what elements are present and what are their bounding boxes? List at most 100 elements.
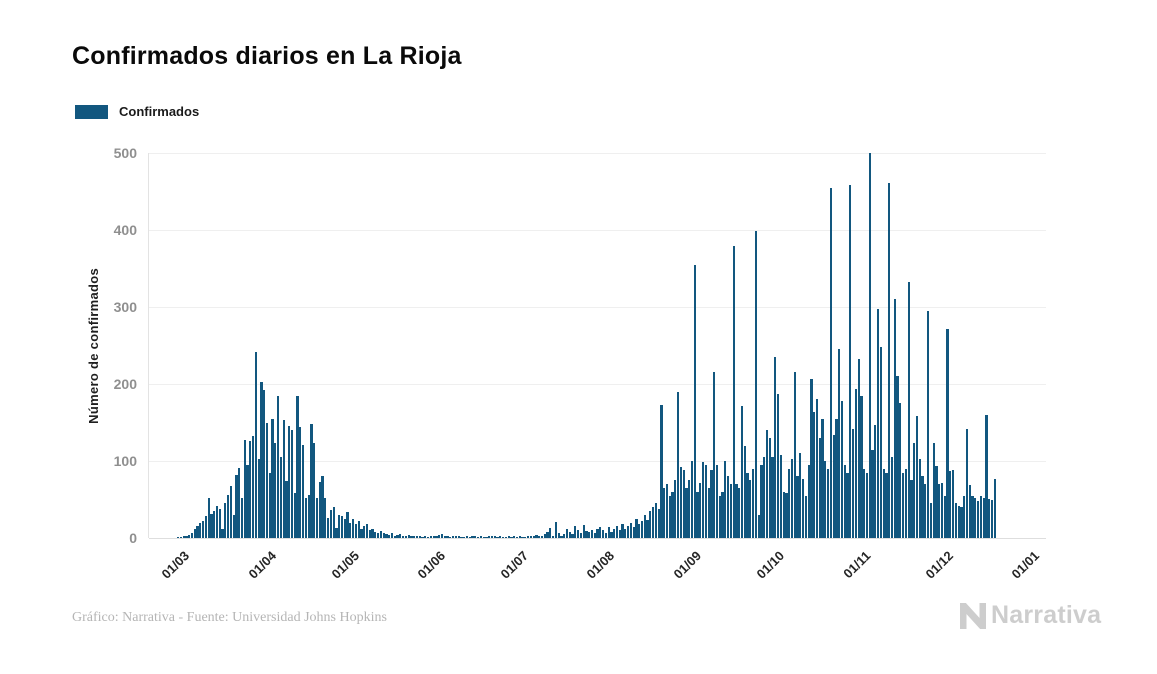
narrativa-logo: Narrativa: [960, 601, 1101, 630]
y-tick-label: 300: [113, 299, 137, 315]
bar: [560, 535, 563, 538]
bar: [557, 533, 560, 538]
bar: [674, 480, 677, 538]
bar: [918, 458, 921, 538]
bar: [779, 454, 782, 538]
bar: [232, 514, 235, 538]
bar: [865, 472, 869, 538]
bar: [885, 472, 888, 538]
bar: [260, 381, 263, 538]
bar: [310, 424, 313, 538]
bar: [785, 493, 788, 538]
bar: [968, 484, 971, 538]
bar: [513, 536, 516, 538]
bar: [471, 535, 474, 538]
bar: [252, 435, 255, 538]
bar: [702, 461, 705, 538]
bar: [282, 420, 285, 538]
bar: [827, 468, 830, 538]
bar: [649, 511, 652, 538]
bar: [871, 450, 874, 538]
bar: [693, 264, 696, 538]
bar: [888, 183, 891, 538]
bar: [527, 536, 530, 538]
bar: [271, 418, 274, 538]
bar: [499, 536, 502, 538]
bar: [838, 349, 841, 538]
bar: [185, 535, 188, 538]
gridline: [149, 153, 1046, 154]
bar: [588, 531, 591, 538]
bar: [190, 532, 194, 538]
bar: [354, 524, 357, 538]
bar: [565, 528, 569, 538]
bar: [752, 468, 755, 538]
bar: [763, 457, 766, 538]
bar: [718, 495, 721, 538]
bar: [352, 518, 355, 538]
bar: [696, 491, 699, 538]
bar: [627, 526, 630, 538]
bar: [460, 537, 463, 538]
gridline: [149, 307, 1046, 308]
bar: [571, 534, 574, 538]
bar: [429, 536, 432, 538]
bar: [938, 484, 941, 538]
bar: [665, 484, 669, 538]
bar: [960, 507, 963, 538]
bar: [810, 379, 813, 538]
bar: [290, 430, 294, 538]
bar: [577, 530, 580, 538]
bar: [832, 434, 835, 538]
bar: [988, 498, 991, 538]
bar: [777, 394, 780, 538]
bar: [524, 537, 527, 538]
bar: [435, 536, 438, 538]
bar: [349, 522, 352, 538]
bar: [890, 457, 894, 538]
bar: [877, 309, 880, 538]
bar: [318, 481, 321, 538]
bar: [640, 521, 644, 538]
bar: [374, 531, 377, 538]
bar: [593, 533, 596, 538]
bar: [893, 299, 896, 538]
bar: [202, 521, 205, 538]
footer-credit: Gráfico: Narrativa - Fuente: Universidad…: [72, 610, 387, 625]
bar: [965, 428, 969, 538]
bar: [502, 537, 505, 538]
bar: [768, 437, 771, 538]
bar: [474, 536, 477, 538]
bar: [715, 464, 719, 538]
bar: [974, 497, 977, 538]
bar: [218, 508, 221, 538]
bar: [940, 483, 944, 538]
bar: [543, 534, 546, 538]
bar: [515, 537, 519, 538]
bar: [404, 536, 407, 538]
bar: [646, 519, 649, 538]
bar: [365, 524, 369, 538]
bar: [590, 530, 594, 538]
bar: [568, 531, 571, 538]
bar: [954, 503, 957, 538]
bar: [546, 531, 549, 538]
y-tick-label: 200: [113, 376, 137, 392]
bar: [454, 535, 457, 538]
bar: [935, 465, 938, 538]
bar: [485, 537, 488, 538]
bar: [754, 230, 757, 538]
bar: [624, 528, 627, 538]
bar: [238, 467, 241, 538]
bar: [679, 467, 682, 538]
y-tick-label: 500: [113, 145, 137, 161]
plot-area: 0 100 200 300 400 500 01/03 01/04 01/05 01/06 01/0…: [114, 145, 1046, 582]
bar: [857, 359, 860, 538]
gridline: [149, 538, 1046, 539]
bar: [943, 495, 946, 538]
bar: [924, 484, 927, 538]
bar: [790, 459, 794, 538]
bar: [846, 472, 849, 538]
bar: [307, 494, 310, 538]
bar: [363, 526, 366, 538]
